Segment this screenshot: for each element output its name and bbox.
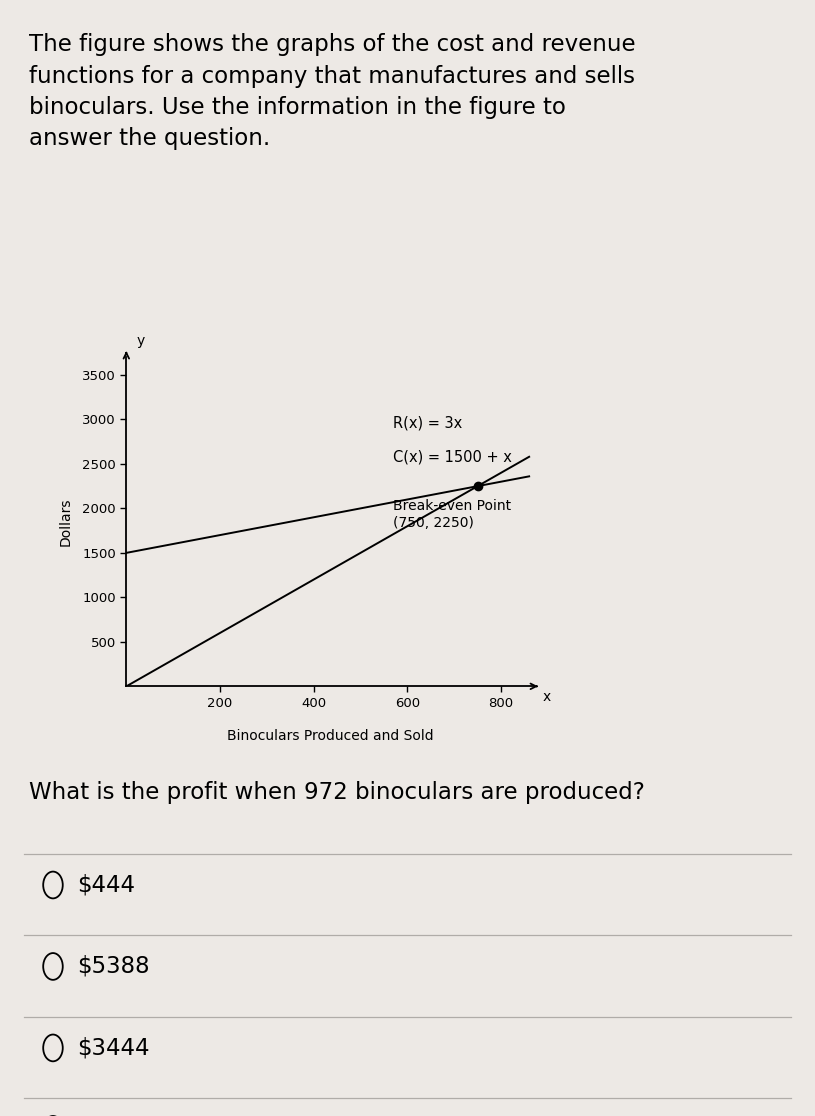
Text: C(x) = 1500 + x: C(x) = 1500 + x bbox=[394, 450, 512, 464]
Text: x: x bbox=[543, 690, 551, 704]
Text: $3444: $3444 bbox=[77, 1037, 150, 1059]
Text: Dollars: Dollars bbox=[58, 498, 73, 546]
Text: $5388: $5388 bbox=[77, 955, 150, 978]
Text: What is the profit when 972 binoculars are produced?: What is the profit when 972 binoculars a… bbox=[29, 781, 645, 805]
Text: y: y bbox=[136, 334, 144, 348]
Text: Break-even Point
(750, 2250): Break-even Point (750, 2250) bbox=[394, 500, 512, 530]
Text: The figure shows the graphs of the cost and revenue
functions for a company that: The figure shows the graphs of the cost … bbox=[29, 33, 635, 150]
Text: $444: $444 bbox=[77, 874, 135, 896]
Text: Binoculars Produced and Sold: Binoculars Produced and Sold bbox=[227, 729, 434, 743]
Text: R(x) = 3x: R(x) = 3x bbox=[394, 415, 463, 431]
